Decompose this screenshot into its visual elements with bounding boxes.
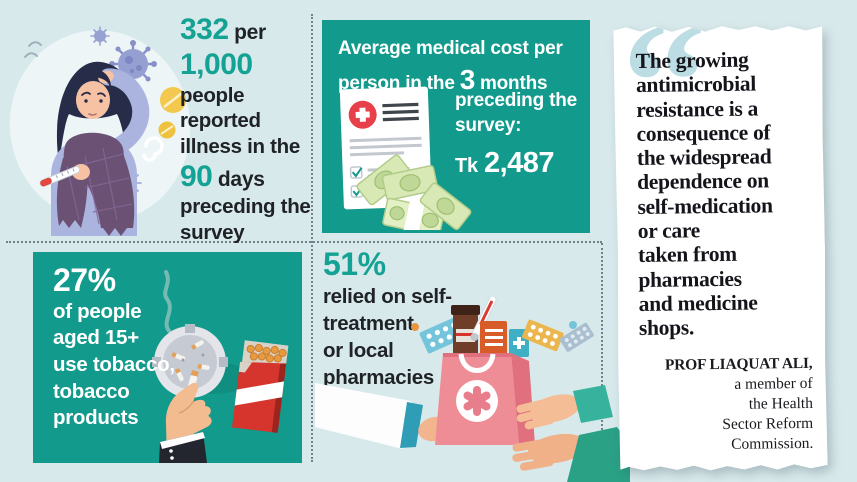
stat-number: 27% bbox=[53, 262, 116, 298]
quote-paper-inner: “ The growing antimicrobial resistance i… bbox=[613, 23, 827, 474]
attribution-name: PROF LIAQUAT ALI, bbox=[664, 355, 813, 375]
stat-text: people reported illness in the bbox=[180, 83, 300, 158]
illness-stat: 332 per 1,000 people reported illness in… bbox=[180, 12, 314, 245]
stat-number: 1,000 bbox=[180, 48, 253, 82]
smoking-hand-icon bbox=[159, 370, 212, 463]
swirl-icon bbox=[142, 136, 164, 162]
money-icon bbox=[356, 154, 472, 230]
quote-attribution: PROF LIAQUAT ALI, a member of the Health… bbox=[617, 354, 813, 456]
quote-paper: “ The growing antimicrobial resistance i… bbox=[616, 24, 825, 472]
pharmacy-bag-icon bbox=[435, 353, 535, 445]
divider-vertical-left bbox=[311, 14, 313, 462]
months-label: months bbox=[474, 73, 548, 95]
quote-text: The growing antimicrobial resistance is … bbox=[635, 47, 773, 341]
pill-icon bbox=[158, 87, 186, 139]
months-number: 3 bbox=[459, 64, 476, 96]
thermometer-icon bbox=[39, 166, 81, 187]
smoke-icon bbox=[163, 270, 172, 334]
attribution-title: a member of the Health Sector Reform Com… bbox=[722, 375, 814, 453]
currency-label: Tk bbox=[455, 155, 478, 178]
stat-number: 90 bbox=[180, 160, 213, 193]
divider-horizontal bbox=[6, 241, 602, 243]
medicines-icon bbox=[411, 297, 594, 357]
woman-figure bbox=[39, 61, 150, 236]
sick-woman-illustration bbox=[9, 26, 191, 236]
cost-box: Average medical cost per person in the 3… bbox=[322, 20, 590, 233]
tobacco-stat: 27% of people aged 15+ use tobacco, toba… bbox=[53, 262, 175, 432]
virus-icon bbox=[90, 26, 110, 46]
stat-text: preceding the survey bbox=[180, 195, 311, 244]
stat-text: relied on self- treatment or local pharm… bbox=[323, 284, 452, 389]
pharmacy-illustration bbox=[315, 297, 630, 482]
stat-text: per bbox=[228, 21, 266, 44]
doctor-hand-icon bbox=[315, 383, 471, 449]
tobacco-illustration bbox=[152, 270, 289, 463]
cost-sub-lines: preceding the survey: bbox=[455, 90, 577, 137]
medical-bill-icon bbox=[339, 86, 472, 230]
cigarette-pack-icon bbox=[232, 340, 289, 433]
selftreat-stat: 51% relied on self- treatment or local p… bbox=[323, 246, 513, 391]
stat-number: 51% bbox=[323, 246, 386, 282]
squiggle-icon bbox=[24, 41, 42, 58]
ashtray-icon bbox=[152, 324, 228, 398]
cost-sub-text: preceding the survey: Tk 2,487 bbox=[455, 88, 585, 182]
stat-text: of people aged 15+ use tobacco, tobacco … bbox=[53, 299, 175, 430]
stat-text: days bbox=[212, 168, 265, 191]
divider-vertical-right bbox=[601, 243, 603, 462]
stat-number: 332 bbox=[180, 13, 229, 46]
patient-hands-icon bbox=[512, 385, 630, 482]
amount-number: 2,487 bbox=[483, 147, 555, 180]
tobacco-box: 27% of people aged 15+ use tobacco, toba… bbox=[33, 252, 302, 463]
